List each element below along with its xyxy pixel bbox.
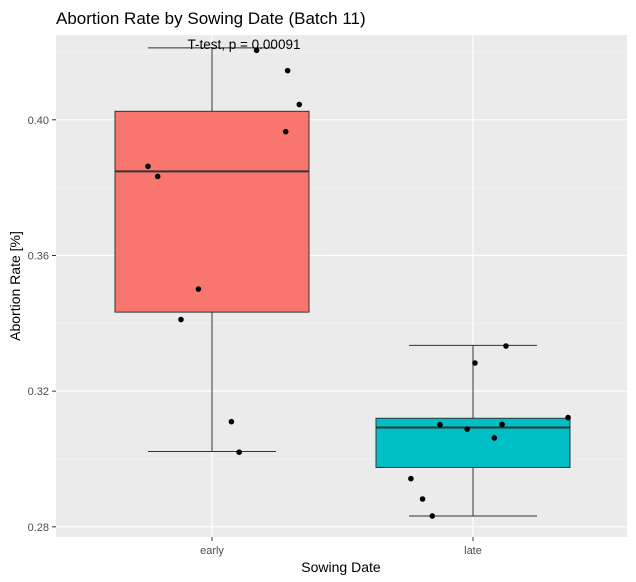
data-point-late — [408, 475, 414, 482]
data-point-early — [282, 128, 289, 135]
y-tick-label: 0.32 — [28, 386, 49, 398]
data-point-late — [499, 421, 505, 428]
x-axis-title: Sowing Date — [301, 559, 381, 575]
y-tick-label: 0.40 — [28, 115, 49, 127]
y-tick-label: 0.28 — [28, 522, 49, 534]
data-point-late — [503, 343, 509, 349]
data-point-late — [472, 360, 478, 366]
box-late — [375, 417, 571, 468]
data-point-early — [195, 286, 202, 292]
y-axis: 0.28 0.32 0.36 0.40 — [28, 115, 56, 534]
data-point-early — [154, 173, 161, 180]
y-tick-label: 0.36 — [28, 250, 49, 262]
chart-title: Abortion Rate by Sowing Date (Batch 11) — [56, 9, 366, 28]
data-point-early — [284, 67, 291, 74]
data-point-early — [178, 316, 184, 323]
data-point-early — [145, 163, 151, 170]
data-point-late — [419, 496, 426, 502]
annotation-ttest: T-test, p = 0.00091 — [188, 37, 301, 52]
data-point-late — [464, 426, 470, 432]
box-early — [114, 110, 310, 313]
data-point-early — [228, 418, 235, 425]
boxes — [114, 47, 571, 517]
data-point-late — [437, 421, 443, 428]
data-point-late — [429, 513, 436, 519]
data-point-early — [253, 47, 260, 54]
x-tick-label: late — [464, 545, 482, 557]
x-tick-label: early — [200, 545, 224, 557]
data-point-late — [491, 435, 498, 441]
data-point-early — [236, 449, 242, 456]
data-point-late — [565, 414, 571, 421]
x-axis: early late — [200, 537, 482, 557]
data-point-early — [296, 101, 303, 108]
y-axis-title: Abortion Rate [%] — [7, 231, 23, 341]
points — [145, 47, 571, 519]
